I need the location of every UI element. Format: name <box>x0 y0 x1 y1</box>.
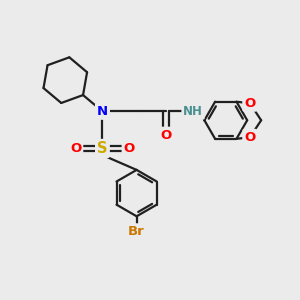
Text: NH: NH <box>183 105 203 118</box>
Text: Br: Br <box>128 225 145 238</box>
Text: O: O <box>124 142 135 155</box>
Text: N: N <box>97 105 108 118</box>
Text: O: O <box>161 129 172 142</box>
Text: O: O <box>244 131 256 144</box>
Text: O: O <box>244 97 256 110</box>
Text: S: S <box>97 141 108 156</box>
Text: O: O <box>70 142 81 155</box>
